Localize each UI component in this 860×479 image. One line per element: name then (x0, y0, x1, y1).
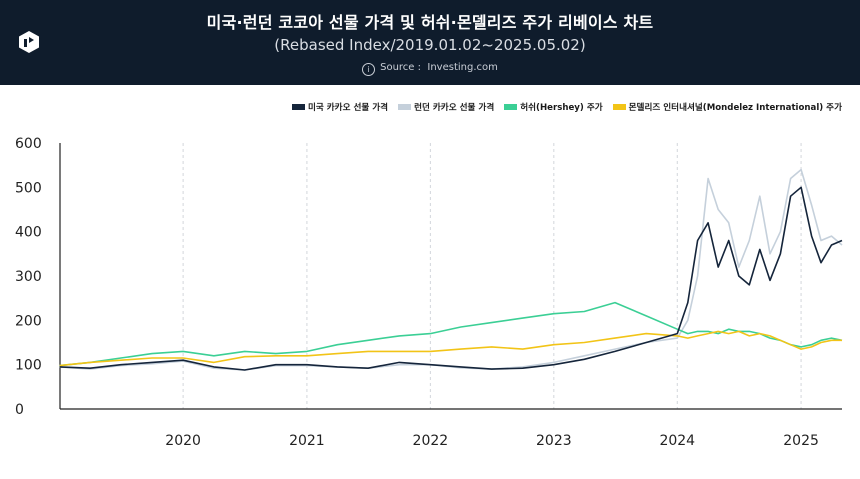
x-tick-label: 2022 (413, 433, 449, 449)
x-tick-label: 2024 (659, 433, 695, 449)
legend-swatch (398, 104, 412, 110)
y-tick-label: 100 (15, 358, 42, 374)
series-line-2 (59, 301, 843, 367)
x-tick-label: 2020 (165, 433, 201, 449)
info-icon: i (362, 63, 376, 76)
y-tick-label: 600 (15, 136, 42, 152)
x-tick-label: 2025 (783, 433, 819, 449)
y-tick-label: 300 (15, 269, 42, 285)
legend-label: 몬델리즈 인터내셔널(Mondelez International) 주가 (628, 103, 842, 113)
legend-item-mondelez: 몬델리즈 인터내셔널(Mondelez International) 주가 (612, 101, 842, 113)
legend-item-hershey: 허쉬(Hershey) 주가 (504, 101, 603, 113)
legend-label: 런던 카카오 선물 가격 (414, 103, 495, 113)
legend-item-us-cocoa: 미국 카카오 선물 가격 (291, 101, 389, 113)
source-prefix: Source : (380, 62, 422, 73)
brand-logo-icon (19, 31, 39, 53)
x-tick-label: 2023 (536, 433, 572, 449)
y-tick-label: 0 (15, 402, 24, 418)
legend-swatch (291, 104, 305, 110)
chart-subtitle: (Rebased Index/2019.01.02~2025.05.02) (274, 36, 586, 54)
chart-title: 미국·런던 코코아 선물 가격 및 허쉬·몬델리즈 주가 리베이스 차트 (206, 13, 654, 32)
chart-header: 미국·런던 코코아 선물 가격 및 허쉬·몬델리즈 주가 리베이스 차트 (Re… (0, 0, 860, 85)
chart-legend: 미국 카카오 선물 가격 런던 카카오 선물 가격 허쉬(Hershey) 주가… (291, 101, 842, 113)
legend-item-london-cocoa: 런던 카카오 선물 가격 (398, 101, 494, 113)
y-tick-label: 400 (15, 225, 42, 241)
source-name: Investing.com (427, 62, 498, 73)
source-line: i Source : Investing.com (0, 62, 860, 76)
series-line-3 (59, 330, 842, 367)
legend-swatch (612, 104, 626, 110)
series-line-1 (59, 168, 843, 371)
y-tick-label: 200 (15, 313, 42, 329)
y-tick-label: 500 (15, 180, 42, 196)
legend-swatch (504, 104, 518, 110)
legend-label: 미국 카카오 선물 가격 (307, 103, 389, 113)
legend-label: 허쉬(Hershey) 주가 (520, 103, 603, 113)
series-line-0 (59, 186, 843, 371)
x-tick-label: 2021 (289, 433, 325, 449)
